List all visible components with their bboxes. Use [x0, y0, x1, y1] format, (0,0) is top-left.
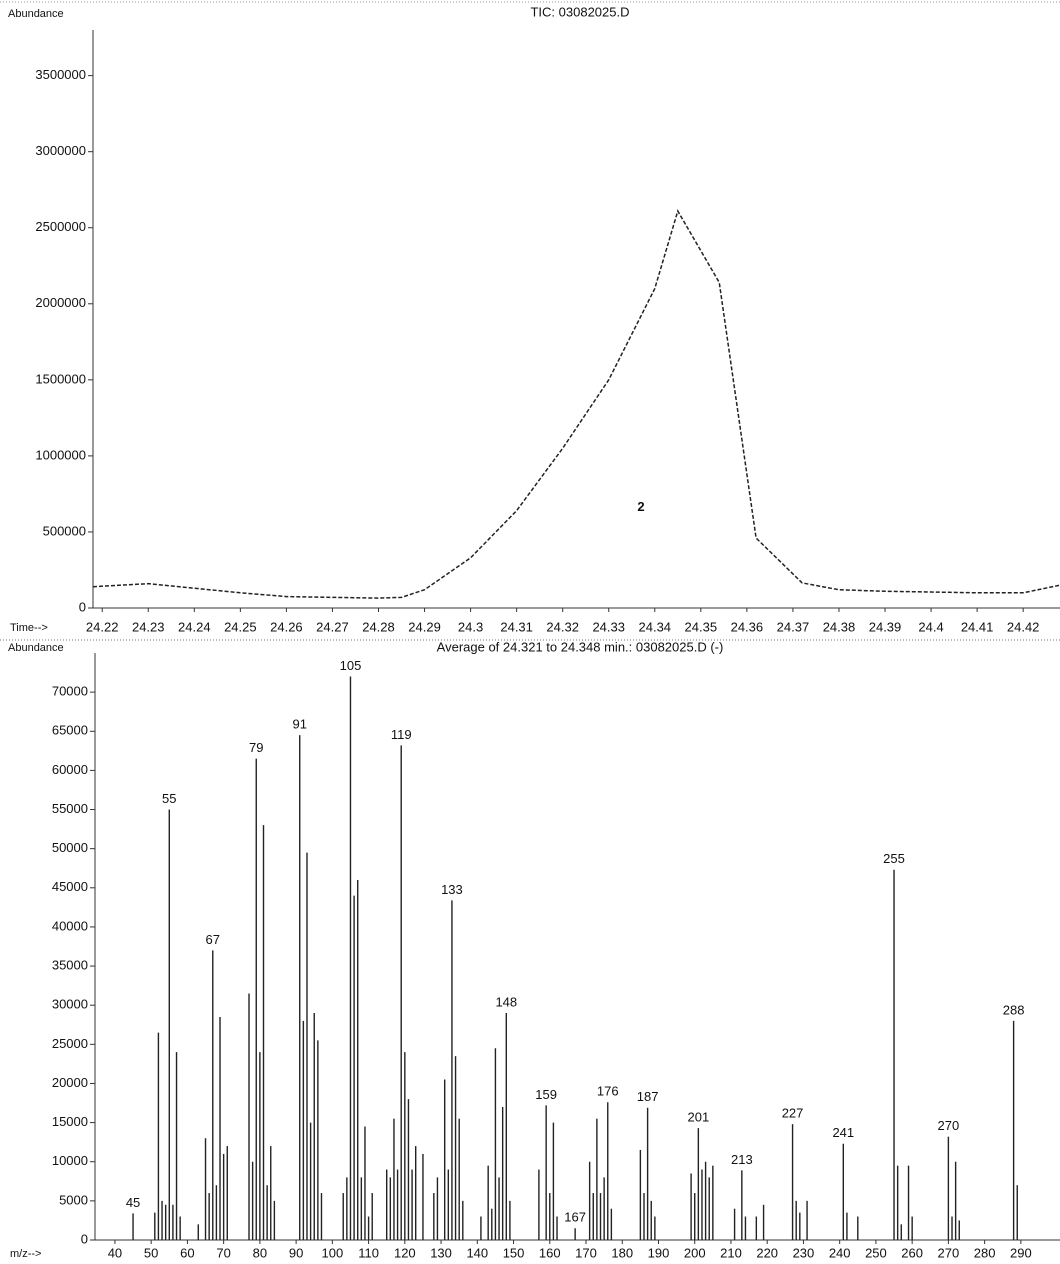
x-tick-label: 190: [648, 1245, 670, 1260]
peak-label: 255: [883, 851, 905, 866]
y-tick-label: 15000: [52, 1114, 88, 1129]
x-tick-label: 250: [865, 1245, 887, 1260]
y-tick-label: 45000: [52, 879, 88, 894]
y-tick-label: 35000: [52, 958, 88, 973]
y-tick-label: 3500000: [35, 67, 86, 82]
y-tick-label: 50000: [52, 840, 88, 855]
x-tick-label: 290: [1010, 1245, 1032, 1260]
x-tick-label: 24.38: [823, 619, 856, 634]
y-tick-label: 70000: [52, 684, 88, 699]
x-tick-label: 24.28: [362, 619, 395, 634]
x-tick-label: 170: [575, 1245, 597, 1260]
x-tick-label: 110: [358, 1245, 379, 1260]
peak-label: 167: [564, 1210, 586, 1225]
y-tick-label: 500000: [43, 523, 86, 538]
y-tick-label: 2000000: [35, 295, 86, 310]
x-tick-label: 24.42: [1007, 619, 1040, 634]
y-tick-label: 20000: [52, 1075, 88, 1090]
x-tick-label: 230: [793, 1245, 815, 1260]
peak-label: 241: [832, 1125, 854, 1140]
x-tick-label: 24.24: [178, 619, 211, 634]
x-tick-label: 150: [503, 1245, 525, 1260]
x-tick-label: 270: [938, 1245, 960, 1260]
peak-label: 227: [782, 1106, 804, 1121]
peak-label: 133: [441, 882, 463, 897]
x-tick-label: 24.31: [500, 619, 533, 634]
y-tick-label: 65000: [52, 723, 88, 738]
y-tick-label: 10000: [52, 1153, 88, 1168]
x-tick-label: 24.35: [685, 619, 718, 634]
x-tick-label: 24.41: [961, 619, 994, 634]
x-tick-label: 24.37: [777, 619, 810, 634]
peak-label: 176: [597, 1084, 619, 1099]
x-tick-label: 24.39: [869, 619, 902, 634]
peak-label: 148: [495, 994, 517, 1009]
tic-line: [92, 209, 1060, 599]
x-tick-label: 24.32: [546, 619, 579, 634]
y-tick-label: 60000: [52, 762, 88, 777]
x-tick-label: 50: [144, 1245, 158, 1260]
x-axis-label: m/z-->: [10, 1248, 41, 1260]
y-tick-label: 1500000: [35, 371, 86, 386]
peak-label: 67: [206, 932, 220, 947]
peak-label: 91: [293, 717, 307, 732]
x-tick-label: 40: [108, 1245, 122, 1260]
x-tick-label: 160: [539, 1245, 561, 1260]
x-tick-label: 70: [216, 1245, 230, 1260]
x-tick-label: 24.36: [731, 619, 764, 634]
x-tick-label: 240: [829, 1245, 851, 1260]
peak-label: 105: [340, 658, 362, 673]
chart-title: TIC: 03082025.D: [530, 4, 629, 19]
y-tick-label: 40000: [52, 918, 88, 933]
x-tick-label: 24.23: [132, 619, 165, 634]
peak-label: 187: [637, 1089, 659, 1104]
x-tick-label: 24.22: [86, 619, 119, 634]
y-tick-label: 1000000: [35, 447, 86, 462]
peak-label: 159: [535, 1087, 557, 1102]
x-tick-label: 90: [289, 1245, 303, 1260]
chart-title: Average of 24.321 to 24.348 min.: 030820…: [437, 639, 724, 654]
peak-label: 55: [162, 791, 176, 806]
y-axis-label: Abundance: [8, 8, 64, 20]
y-axis-label: Abundance: [8, 642, 64, 654]
peak-label: 201: [687, 1110, 709, 1125]
y-tick-label: 55000: [52, 801, 88, 816]
x-tick-label: 24.29: [408, 619, 441, 634]
peak-label: 288: [1003, 1002, 1025, 1017]
x-tick-label: 60: [180, 1245, 194, 1260]
y-tick-label: 2500000: [35, 219, 86, 234]
x-tick-label: 24.27: [316, 619, 349, 634]
x-tick-label: 24.34: [639, 619, 672, 634]
y-tick-label: 3000000: [35, 143, 86, 158]
x-tick-label: 24.26: [270, 619, 303, 634]
y-tick-label: 30000: [52, 997, 88, 1012]
x-tick-label: 24.3: [458, 619, 483, 634]
x-tick-label: 140: [466, 1245, 488, 1260]
peak-label: 45: [126, 1195, 140, 1210]
peak-label: 119: [391, 727, 412, 742]
y-tick-label: 0: [79, 599, 86, 614]
x-tick-label: 180: [611, 1245, 633, 1260]
x-tick-label: 130: [430, 1245, 452, 1260]
x-tick-label: 80: [253, 1245, 267, 1260]
x-tick-label: 24.25: [224, 619, 257, 634]
y-tick-label: 0: [81, 1231, 88, 1246]
x-tick-label: 200: [684, 1245, 706, 1260]
x-tick-label: 24.4: [918, 619, 943, 634]
x-tick-label: 24.33: [592, 619, 625, 634]
peak-label: 79: [249, 740, 263, 755]
y-tick-label: 5000: [59, 1192, 88, 1207]
y-tick-label: 25000: [52, 1036, 88, 1051]
x-tick-label: 120: [394, 1245, 416, 1260]
x-tick-label: 210: [720, 1245, 742, 1260]
x-tick-label: 100: [322, 1245, 344, 1260]
peak-annotation: 2: [637, 499, 644, 514]
peak-label: 213: [731, 1152, 753, 1167]
x-axis-label: Time-->: [10, 622, 48, 634]
x-tick-label: 260: [901, 1245, 923, 1260]
x-tick-label: 220: [756, 1245, 778, 1260]
peak-label: 270: [938, 1118, 960, 1133]
x-tick-label: 280: [974, 1245, 996, 1260]
